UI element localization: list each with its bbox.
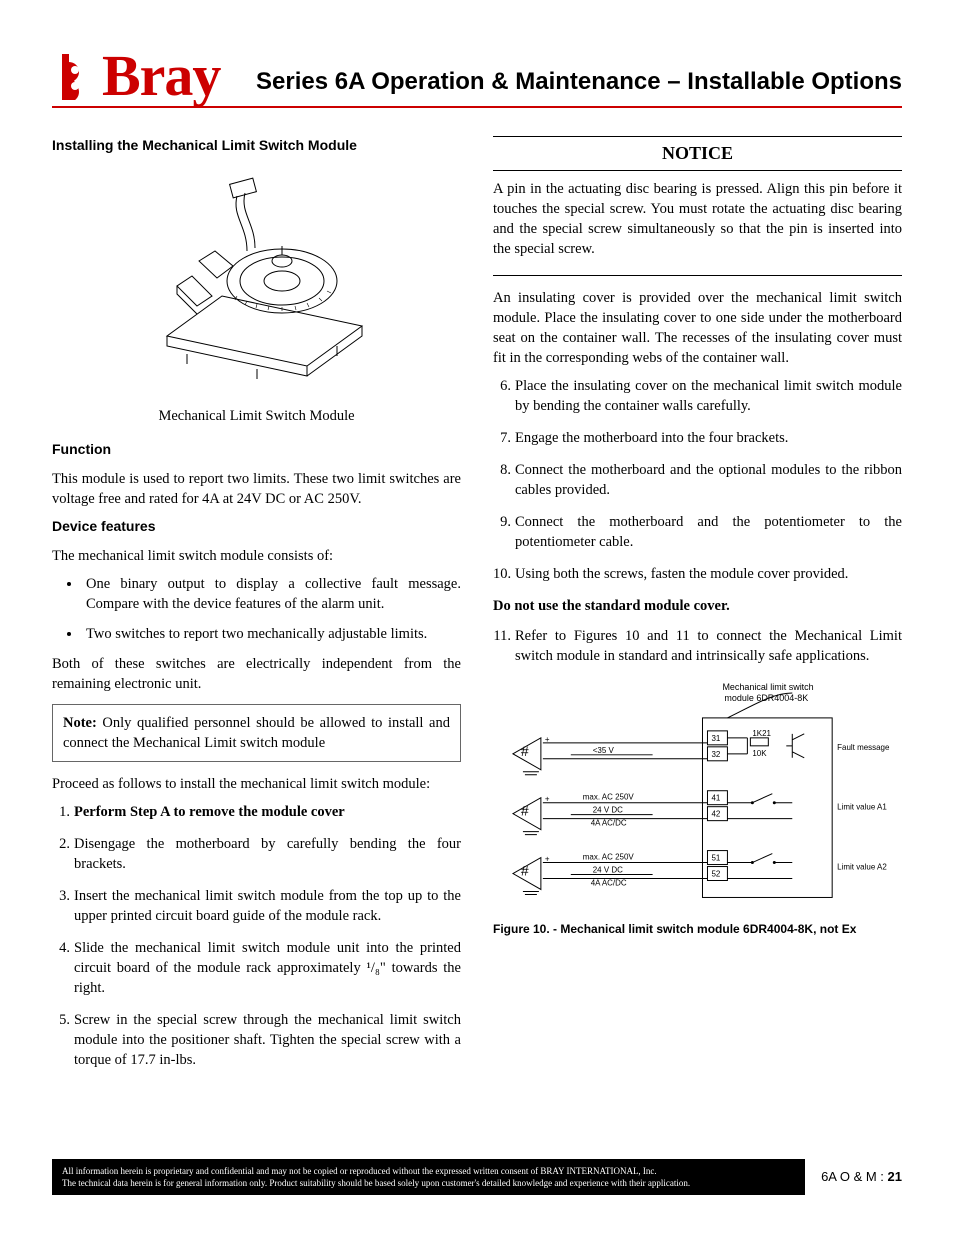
right-steps-list: Place the insulating cover on the mechan…	[493, 376, 902, 584]
footer-disclaimer: All information herein is proprietary an…	[52, 1159, 805, 1195]
note-box: Note: Only qualified personnel should be…	[52, 704, 461, 762]
module-illustration	[52, 166, 461, 392]
heading-install: Installing the Mechanical Limit Switch M…	[52, 136, 461, 155]
list-item: Connect the motherboard and the optional…	[493, 460, 902, 500]
svg-text:#: #	[521, 743, 529, 759]
notice-paragraph: A pin in the actuating disc bearing is p…	[493, 179, 902, 259]
svg-text:Fault message: Fault message	[837, 743, 890, 752]
notice-body: A pin in the actuating disc bearing is p…	[493, 179, 902, 276]
notice-heading: NOTICE	[493, 136, 902, 171]
brand-logo-icon	[52, 52, 96, 100]
svg-text:Limit value A2: Limit value A2	[837, 863, 887, 872]
page-header: Bray Series 6A Operation & Maintenance –…	[52, 50, 902, 108]
figure-10-wiring-diagram: Mechanical limit switch module 6DR4004-8…	[493, 678, 902, 913]
list-item: Engage the motherboard into the four bra…	[493, 428, 902, 448]
svg-text:<35 V: <35 V	[593, 746, 615, 755]
wiring-title-2: module 6DR4004-8K	[724, 693, 808, 703]
svg-text:52: 52	[711, 870, 720, 879]
svg-text:32: 32	[711, 750, 720, 759]
right-steps-list-2: Refer to Figures 10 and 11 to connect th…	[493, 626, 902, 666]
insulating-cover-paragraph: An insulating cover is provided over the…	[493, 288, 902, 368]
features-tail-paragraph: Both of these switches are electrically …	[52, 654, 461, 694]
svg-text:4A AC/DC: 4A AC/DC	[591, 879, 627, 888]
svg-text:24 V DC: 24 V DC	[593, 806, 623, 815]
svg-text:1K21: 1K21	[752, 729, 771, 738]
svg-text:24 V DC: 24 V DC	[593, 866, 623, 875]
brand-logo-text: Bray	[102, 50, 220, 102]
svg-text:Limit value A1: Limit value A1	[837, 803, 887, 812]
content-columns: Installing the Mechanical Limit Switch M…	[52, 136, 902, 1082]
svg-text:max. AC 250V: max. AC 250V	[583, 793, 635, 802]
list-item: Two switches to report two mechanically …	[82, 624, 461, 644]
module-figure-caption: Mechanical Limit Switch Module	[52, 406, 461, 426]
features-list: One binary output to display a collectiv…	[82, 574, 461, 644]
list-item: Screw in the special screw through the m…	[52, 1010, 461, 1070]
footer-line-2: The technical data herein is for general…	[62, 1177, 795, 1189]
warning-text: Do not use the standard module cover.	[493, 596, 902, 616]
svg-text:#: #	[521, 863, 529, 879]
list-item: Disengage the motherboard by carefully b…	[52, 834, 461, 874]
proceed-paragraph: Proceed as follows to install the mechan…	[52, 774, 461, 794]
svg-text:max. AC 250V: max. AC 250V	[583, 853, 635, 862]
wiring-title-1: Mechanical limit switch	[722, 682, 813, 692]
list-item: Connect the motherboard and the potentio…	[493, 512, 902, 552]
list-item: Slide the mechanical limit switch module…	[52, 938, 461, 998]
footer-line-1: All information herein is proprietary an…	[62, 1165, 795, 1177]
svg-text:31: 31	[711, 734, 720, 743]
heading-function: Function	[52, 440, 461, 459]
list-item: Perform Step A to remove the module cove…	[52, 802, 461, 822]
svg-text:4A AC/DC: 4A AC/DC	[591, 819, 627, 828]
note-prefix: Note:	[63, 715, 97, 731]
page-num: 21	[888, 1169, 902, 1184]
page-label: 6A O & M :	[821, 1169, 887, 1184]
function-paragraph: This module is used to report two limits…	[52, 469, 461, 509]
footer-page-number: 6A O & M : 21	[821, 1169, 902, 1184]
right-column: NOTICE A pin in the actuating disc beari…	[493, 136, 902, 1082]
svg-text:10K: 10K	[752, 749, 767, 758]
step-text: Perform Step A to remove the module cove…	[74, 804, 345, 820]
list-item: Insert the mechanical limit switch modul…	[52, 886, 461, 926]
svg-text:#: #	[521, 803, 529, 819]
svg-text:42: 42	[711, 810, 720, 819]
left-steps-list: Perform Step A to remove the module cove…	[52, 802, 461, 1070]
page-footer: All information herein is proprietary an…	[52, 1159, 902, 1195]
left-column: Installing the Mechanical Limit Switch M…	[52, 136, 461, 1082]
list-item: One binary output to display a collectiv…	[82, 574, 461, 614]
svg-text:51: 51	[711, 854, 720, 863]
note-text: Only qualified personnel should be allow…	[63, 715, 450, 751]
features-lead-paragraph: The mechanical limit switch module consi…	[52, 546, 461, 566]
list-item: Refer to Figures 10 and 11 to connect th…	[493, 626, 902, 666]
heading-features: Device features	[52, 517, 461, 536]
list-item: Place the insulating cover on the mechan…	[493, 376, 902, 416]
list-item: Using both the screws, fasten the module…	[493, 564, 902, 584]
brand-logo: Bray	[52, 50, 220, 102]
svg-text:41: 41	[711, 794, 720, 803]
page-title: Series 6A Operation & Maintenance – Inst…	[256, 68, 902, 102]
figure-10-caption: Figure 10. - Mechanical limit switch mod…	[493, 921, 902, 938]
